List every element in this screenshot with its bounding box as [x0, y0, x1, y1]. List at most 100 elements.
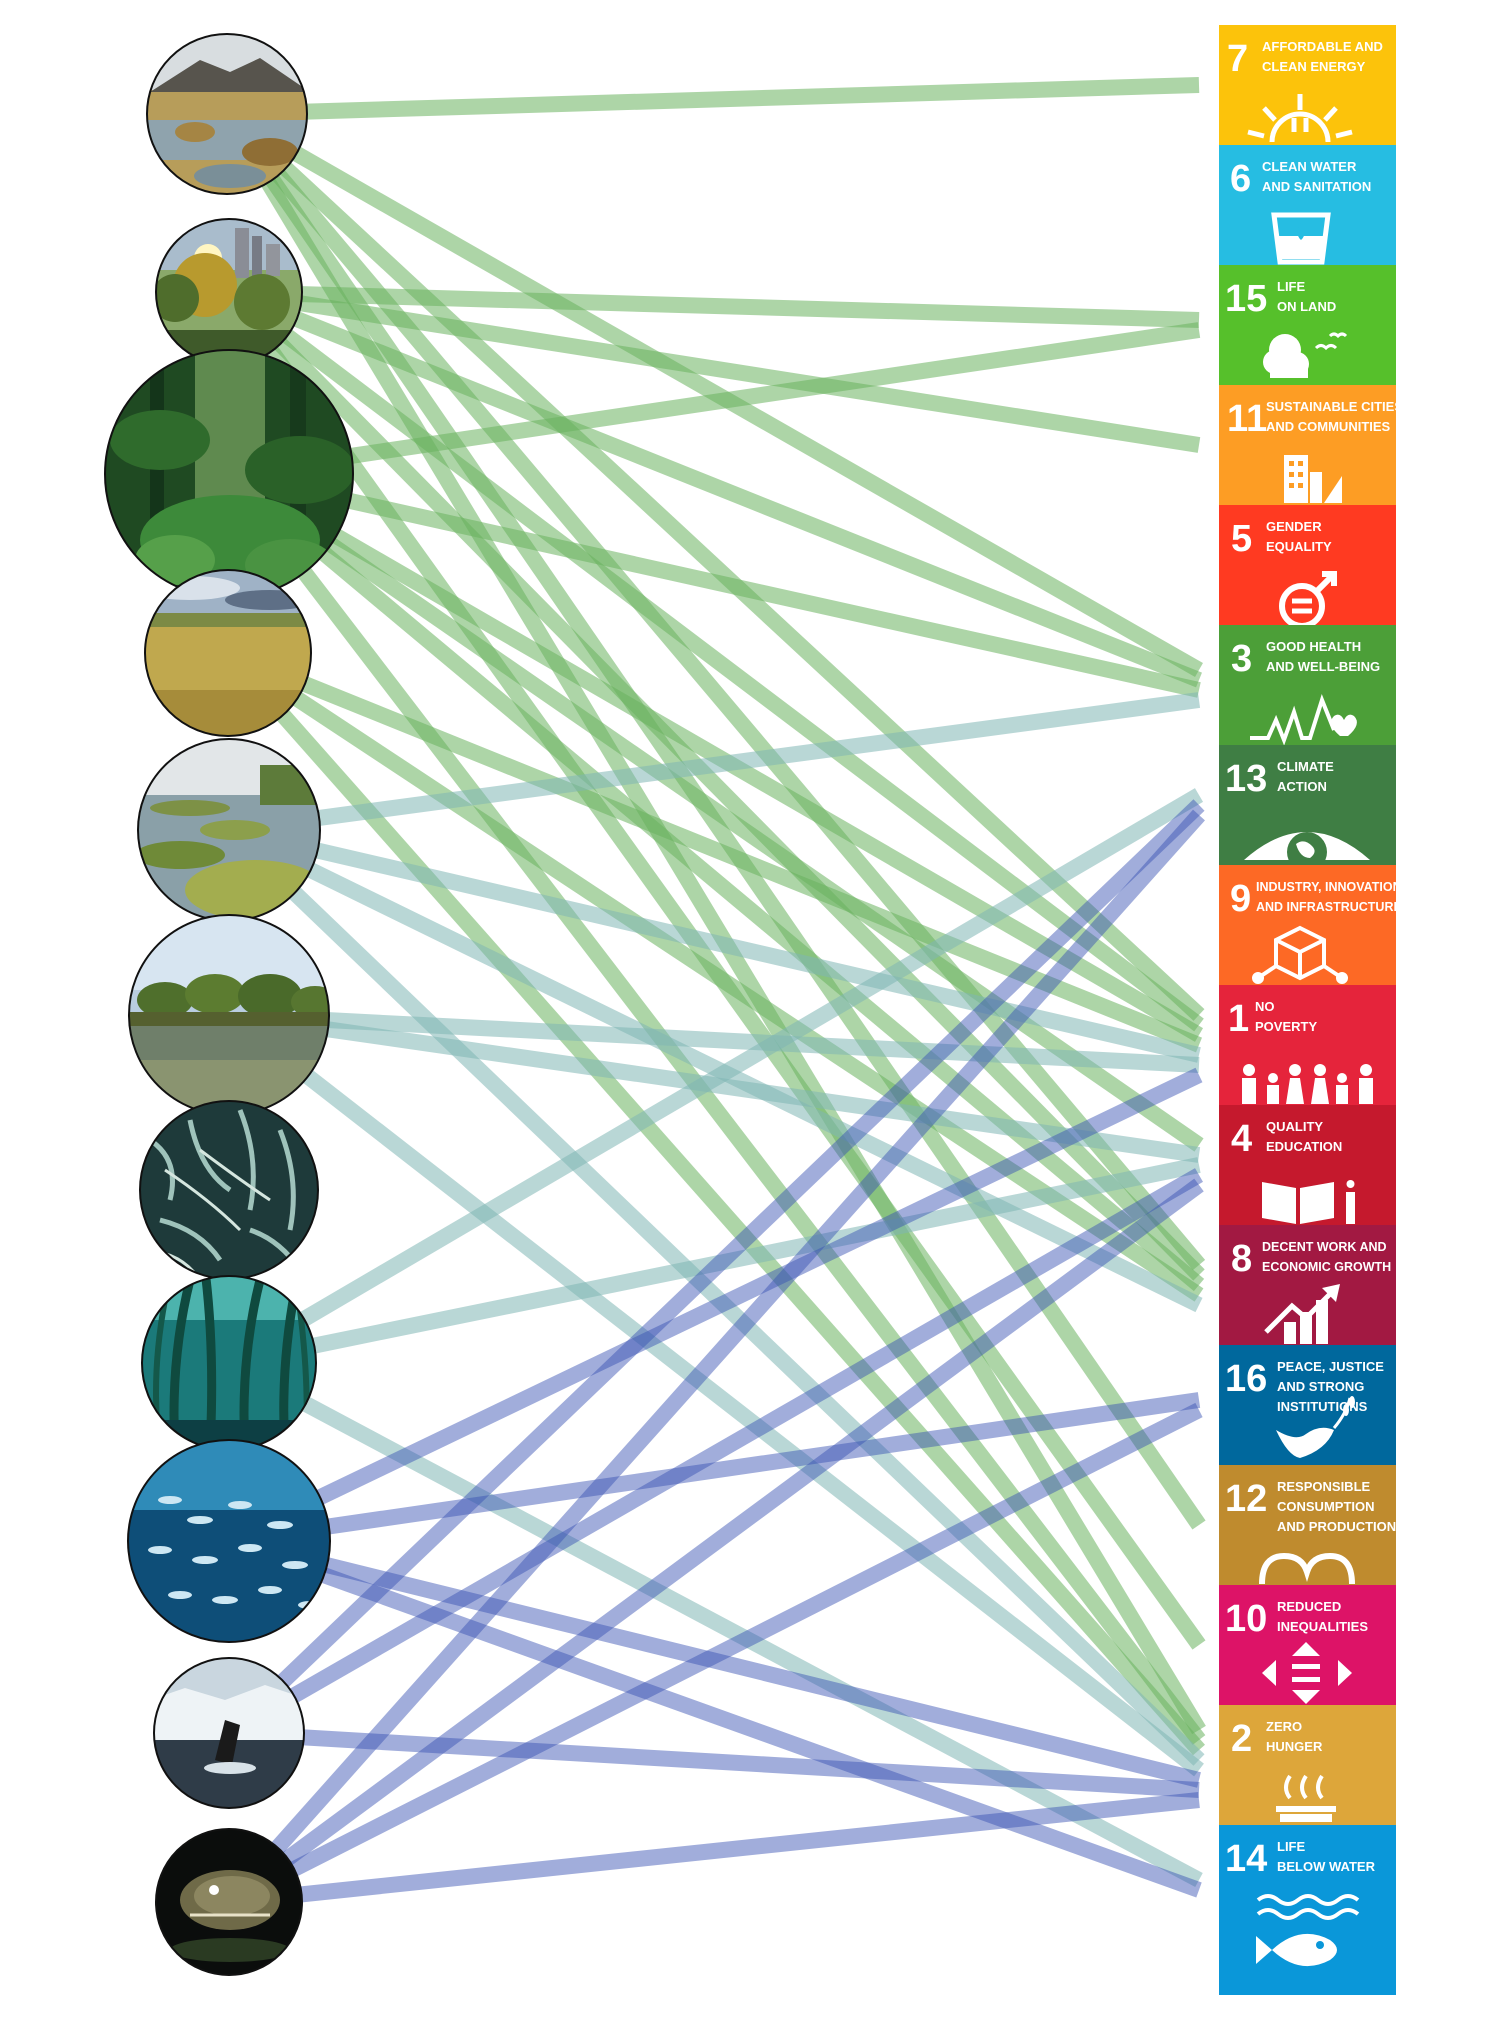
sdg-tile-16: 16 PEACE, JUSTICE AND STRONG INSTITUTION… [1219, 1345, 1396, 1465]
growth-chart-icon [1264, 1284, 1340, 1344]
link-tropical-forest-to-sdg-3 [348, 493, 1201, 698]
link-tropical-forest-to-sdg-15 [350, 322, 1201, 464]
cube-network-icon [1252, 925, 1348, 984]
links-layer [261, 77, 1206, 1903]
sdg-number: 11 [1227, 398, 1267, 440]
link-deep-sea-to-sdg-16 [290, 1402, 1203, 1877]
sdg-number: 5 [1231, 518, 1252, 560]
sdg-number: 3 [1231, 638, 1252, 680]
sdg-title-line: HUNGER [1266, 1739, 1323, 1754]
sdg-title-line: RESPONSIBLE [1277, 1479, 1371, 1494]
water-glass-icon [1271, 212, 1331, 265]
sdg-number: 2 [1231, 1718, 1252, 1760]
sdg-tile-10: 10 REDUCED INEQUALITIES [1219, 1585, 1396, 1705]
sdg-number: 16 [1225, 1358, 1267, 1400]
link-salt-marsh-to-sdg-2 [289, 887, 1205, 1766]
globe-eye-icon [1244, 832, 1370, 872]
fish-waves-icon [1256, 1894, 1360, 1967]
sdg-title-line: GOOD HEALTH [1266, 639, 1361, 654]
link-grassland-to-sdg-1 [301, 676, 1202, 1053]
link-peatland-to-sdg-8 [272, 169, 1206, 1271]
sdg-column: 7 AFFORDABLE AND CLEAN ENERGY 6 CLEAN WA… [1219, 25, 1403, 1995]
sdg-number: 14 [1225, 1838, 1267, 1880]
sdg-title-line: AND SANITATION [1262, 179, 1371, 194]
sdg-number: 1 [1228, 998, 1249, 1040]
link-tropical-forest-to-sdg-4 [326, 537, 1204, 1152]
sdg-title-line: DECENT WORK AND [1262, 1240, 1387, 1254]
sdg-title-line: AND WELL-BEING [1266, 659, 1380, 674]
sdg-number: 10 [1225, 1598, 1267, 1640]
heartbeat-icon [1250, 694, 1357, 746]
link-kelp-forest-to-sdg-14 [302, 1396, 1203, 1888]
link-fish-shoal-to-sdg-1 [316, 1067, 1203, 1505]
sdg-title-line: PEACE, JUSTICE [1277, 1359, 1384, 1374]
link-peatland-to-sdg-7 [306, 77, 1200, 120]
book-pencil-icon [1262, 1180, 1355, 1224]
ecosystem-deep-sea [155, 1828, 303, 1976]
ecosystem-peatland [146, 33, 308, 195]
steaming-bowl-icon [1276, 1774, 1336, 1822]
sdg-tile-13: 13 CLIMATE ACTION [1219, 745, 1396, 872]
link-deep-sea-to-sdg-13 [271, 809, 1205, 1853]
sdg-title-line: AND INFRASTRUCTURE [1256, 900, 1402, 914]
link-kelp-forest-to-sdg-13 [300, 788, 1204, 1326]
link-deep-sea-to-sdg-4 [282, 1178, 1204, 1866]
link-urban-forest-to-sdg-11 [299, 295, 1201, 453]
sdg-title-line: INEQUALITIES [1277, 1619, 1368, 1634]
sdg-title-line: SUSTAINABLE CITIES [1266, 399, 1403, 414]
sdg-number: 12 [1225, 1478, 1267, 1520]
sdg-tile-6: 6 CLEAN WATER AND SANITATION [1219, 145, 1396, 265]
sdg-title-line: INDUSTRY, INNOVATION [1256, 880, 1402, 894]
link-urban-forest-to-sdg-10 [265, 346, 1206, 1650]
link-tropical-forest-to-sdg-8 [318, 547, 1205, 1292]
sdg-tile-14: 14 LIFE BELOW WATER [1219, 1825, 1396, 1995]
link-polar-whale-to-sdg-13 [277, 799, 1205, 1687]
sdg-tile-bg [1219, 625, 1396, 745]
link-fish-shoal-to-sdg-2 [325, 1557, 1201, 1788]
link-mangrove-to-sdg-2 [302, 1070, 1204, 1777]
family-icon [1242, 1064, 1373, 1104]
sdg-title-line: ACTION [1277, 779, 1327, 794]
sdg-title-line: LIFE [1277, 1839, 1305, 1854]
link-fish-shoal-to-sdg-14 [321, 1567, 1202, 1898]
sun-plug-icon [1247, 94, 1353, 143]
sdg-title-line: POVERTY [1255, 1019, 1317, 1034]
link-tropical-forest-to-sdg-2 [298, 567, 1206, 1745]
sdg-title-line: REDUCED [1277, 1599, 1341, 1614]
sdg-title-line: CLEAN WATER [1262, 159, 1357, 174]
sdg-title-line: CONSUMPTION [1277, 1499, 1375, 1514]
sdg-title-line: ZERO [1266, 1719, 1302, 1734]
sdg-title-line: EDUCATION [1266, 1139, 1342, 1154]
sdg-tile-3: 3 GOOD HEALTH AND WELL-BEING [1219, 625, 1396, 746]
sdg-tile-8: 8 DECENT WORK AND ECONOMIC GROWTH [1219, 1225, 1396, 1345]
sdg-title-line: AFFORDABLE AND [1262, 39, 1383, 54]
city-buildings-icon [1284, 455, 1342, 503]
sdg-title-line: LIFE [1277, 279, 1305, 294]
sdg-title-line: CLIMATE [1277, 759, 1334, 774]
sdg-number: 8 [1231, 1238, 1252, 1280]
sdg-tile-bg [1219, 505, 1396, 625]
sdg-tile-2: 2 ZERO HUNGER [1219, 1705, 1396, 1825]
sdg-title-line: CLEAN ENERGY [1262, 59, 1366, 74]
link-fish-shoal-to-sdg-16 [327, 1392, 1201, 1535]
link-peatland-to-sdg-3 [292, 146, 1203, 677]
tree-birds-icon [1263, 332, 1348, 378]
link-mangrove-to-sdg-4 [326, 1021, 1201, 1163]
sdg-title-line: NO [1255, 999, 1275, 1014]
infinity-loop-icon [1259, 1552, 1355, 1585]
link-urban-forest-to-sdg-3 [293, 311, 1202, 688]
sdg-title-line: AND PRODUCTION [1277, 1519, 1396, 1534]
sdg-title-line: EQUALITY [1266, 539, 1332, 554]
link-salt-marsh-to-sdg-1 [315, 842, 1201, 1063]
link-salt-marsh-to-sdg-3 [318, 692, 1201, 826]
sdg-tile-1: 1 NO POVERTY [1219, 985, 1396, 1105]
link-grassland-to-sdg-2 [277, 709, 1205, 1756]
sdg-number: 6 [1230, 158, 1251, 200]
link-deep-sea-to-sdg-2 [300, 1792, 1200, 1903]
sdg-tile-bg [1219, 865, 1396, 985]
sdg-number: 7 [1227, 38, 1248, 80]
sdg-title-line: AND STRONG [1277, 1379, 1364, 1394]
sdg-number: 13 [1225, 758, 1267, 800]
equality-arrows-icon [1262, 1642, 1352, 1704]
